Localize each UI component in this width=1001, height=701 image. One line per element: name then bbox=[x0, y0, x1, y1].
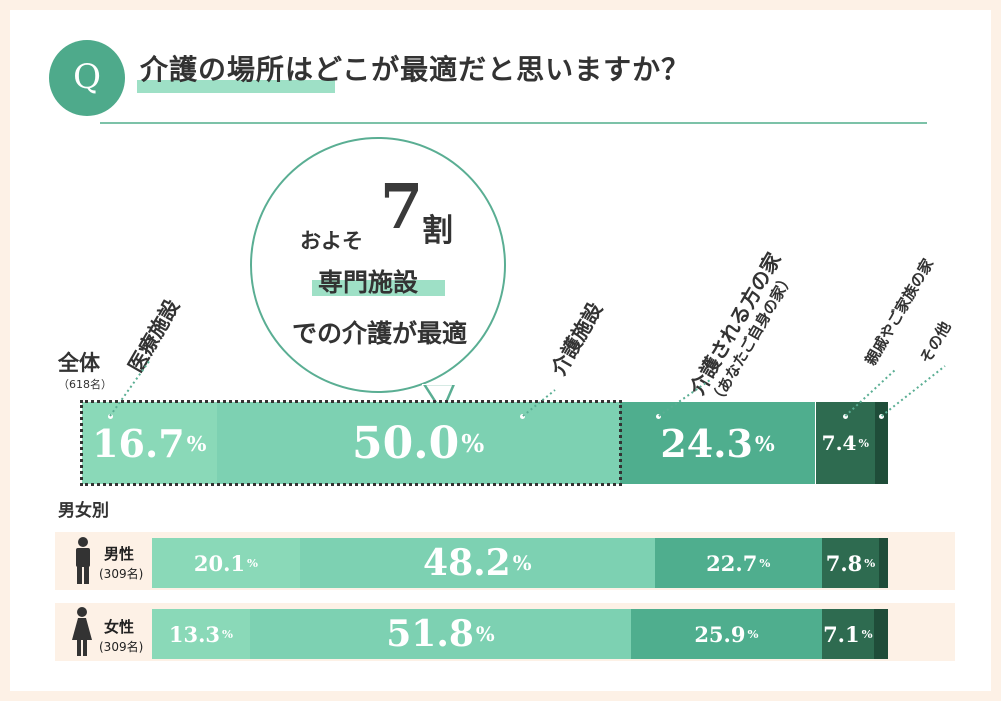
data-label-male-1: 20.1 bbox=[193, 550, 246, 576]
bar-female-seg-1: 13.3% bbox=[152, 609, 250, 659]
bar-female-seg-3: 25.9% bbox=[631, 609, 822, 659]
leader-dot-4 bbox=[842, 413, 848, 419]
callout-unit: 割 bbox=[422, 213, 453, 249]
leader-dot-2 bbox=[520, 413, 526, 419]
callout-approx: およそ bbox=[300, 228, 363, 253]
percent-sign: % bbox=[475, 622, 495, 646]
percent-sign: % bbox=[747, 627, 759, 641]
percent-sign: % bbox=[759, 556, 771, 570]
bar-all-seg-3: 24.3% bbox=[619, 402, 816, 484]
percent-sign: % bbox=[861, 627, 873, 641]
bar-female-seg-5 bbox=[874, 609, 888, 659]
data-label-female-3: 25.9 bbox=[694, 621, 746, 647]
facility-outline bbox=[80, 400, 622, 486]
row-label-female: 女性 bbox=[104, 618, 135, 636]
percent-sign: % bbox=[754, 430, 775, 456]
percent-sign: % bbox=[186, 430, 207, 456]
bar-male-seg-3: 22.7% bbox=[654, 538, 822, 588]
row-label-male: 男性 bbox=[104, 545, 135, 563]
bar-male-seg-1: 20.1% bbox=[152, 538, 300, 588]
callout-line2: 専門施設 bbox=[318, 268, 419, 297]
percent-sign: % bbox=[247, 556, 259, 570]
leader-dot-5 bbox=[879, 413, 885, 419]
bar-male-seg-2: 48.2% bbox=[299, 538, 655, 588]
male-icon bbox=[76, 537, 90, 584]
callout-bubble bbox=[250, 137, 506, 393]
data-label-male-4: 7.8 bbox=[825, 550, 863, 576]
leader-dot-3 bbox=[656, 413, 662, 419]
section-label-gender: 男女別 bbox=[58, 501, 109, 521]
title-rule bbox=[100, 122, 927, 124]
data-label-male-3: 22.7 bbox=[706, 550, 758, 576]
row-label-all: 全体 bbox=[58, 351, 100, 375]
bar-all-seg-1: 16.7% bbox=[82, 402, 217, 484]
female-icon bbox=[72, 607, 92, 656]
bar-male-seg-4: 7.8% bbox=[821, 538, 880, 588]
data-label-all-4: 7.4 bbox=[821, 431, 857, 455]
data-label-female-4: 7.1 bbox=[823, 621, 860, 647]
data-label-female-2: 51.8 bbox=[386, 613, 474, 655]
callout-highlight bbox=[312, 280, 445, 296]
chart-title: 介護の場所はどこが最適だと思いますか？ bbox=[140, 53, 691, 86]
percent-sign: % bbox=[512, 551, 532, 575]
title-highlight bbox=[137, 80, 335, 93]
data-label-all-2: 50.0 bbox=[352, 417, 460, 469]
row-count-all: （618名） bbox=[58, 378, 112, 391]
data-label-all-3: 24.3 bbox=[660, 420, 753, 466]
percent-sign: % bbox=[461, 428, 485, 458]
row-count-male: (309名) bbox=[99, 567, 144, 581]
bar-female-seg-4: 7.1% bbox=[821, 609, 874, 659]
percent-sign: % bbox=[222, 627, 234, 641]
row-count-female: (309名) bbox=[99, 640, 144, 654]
bar-female-seg-2: 51.8% bbox=[249, 609, 632, 659]
percent-sign: % bbox=[858, 436, 869, 450]
callout-number: 7 bbox=[380, 170, 424, 243]
leader-dot-1 bbox=[107, 413, 113, 419]
percent-sign: % bbox=[864, 556, 876, 570]
bar-male-seg-5 bbox=[879, 538, 888, 588]
question-badge: Q bbox=[49, 40, 125, 116]
data-label-all-1: 16.7 bbox=[92, 420, 185, 466]
data-label-male-2: 48.2 bbox=[423, 542, 511, 584]
callout-line3: での介護が最適 bbox=[292, 319, 468, 348]
bar-all-seg-5 bbox=[875, 402, 888, 484]
data-label-female-1: 13.3 bbox=[168, 621, 221, 647]
callout-tail bbox=[422, 384, 456, 415]
